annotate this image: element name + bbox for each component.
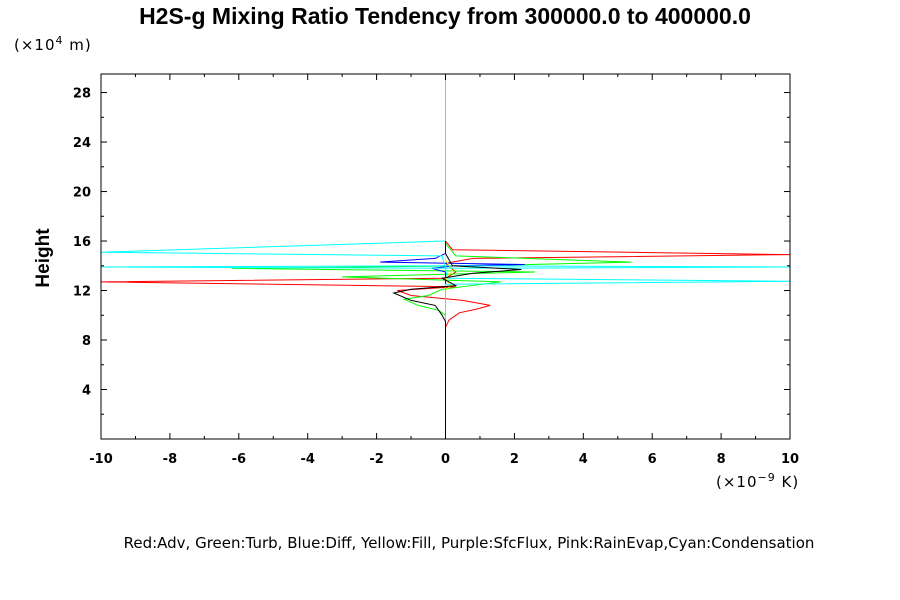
series-line-3 [444,74,454,439]
x-tick-label: -8 [163,452,177,467]
y-axis-ticks: 4 8 12 16 20 24 28 [73,87,790,415]
y-unit-label: (×104 m) [14,34,92,54]
y-tick-label: 24 [73,136,91,151]
y-tick-label: 4 [82,384,91,399]
plot-series [100,74,791,439]
x-unit-prefix: (×10 [716,473,758,491]
y-unit-prefix: (×10 [14,36,56,54]
y-tick-label: 28 [73,87,91,102]
x-tick-label: -2 [369,452,383,467]
x-tick-label: 0 [441,452,450,467]
y-tick-label: 8 [82,334,91,349]
x-tick-label: -10 [89,452,113,467]
x-tick-label: 6 [648,452,657,467]
series-line-1 [231,74,632,439]
x-tick-label: -6 [232,452,246,467]
y-tick-label: 16 [73,235,91,250]
y-axis-label: Height [33,228,54,288]
y-tick-label: 12 [73,285,91,300]
x-unit-label: (×10−9 K) [716,471,799,491]
y-unit-exponent: 4 [56,34,64,47]
series-line-5 [392,241,522,439]
series-line-2 [379,74,525,439]
x-tick-label: -4 [300,452,314,467]
x-tick-label: 8 [717,452,726,467]
x-axis-ticks: -10 -8 -6 -4 -2 0 2 4 6 8 10 [89,74,799,467]
x-tick-label: 4 [579,452,588,467]
x-tick-label: 10 [781,452,799,467]
y-unit-suffix: m) [64,36,92,54]
series-line-4 [100,74,791,439]
x-unit-exponent: −9 [758,471,776,484]
chart-title: H2S-g Mixing Ratio Tendency from 300000.… [139,3,751,29]
legend-text: Red:Adv, Green:Turb, Blue:Diff, Yellow:F… [124,534,815,552]
x-unit-suffix: K) [776,473,799,491]
x-tick-label: 2 [510,452,519,467]
y-tick-label: 20 [73,186,91,201]
